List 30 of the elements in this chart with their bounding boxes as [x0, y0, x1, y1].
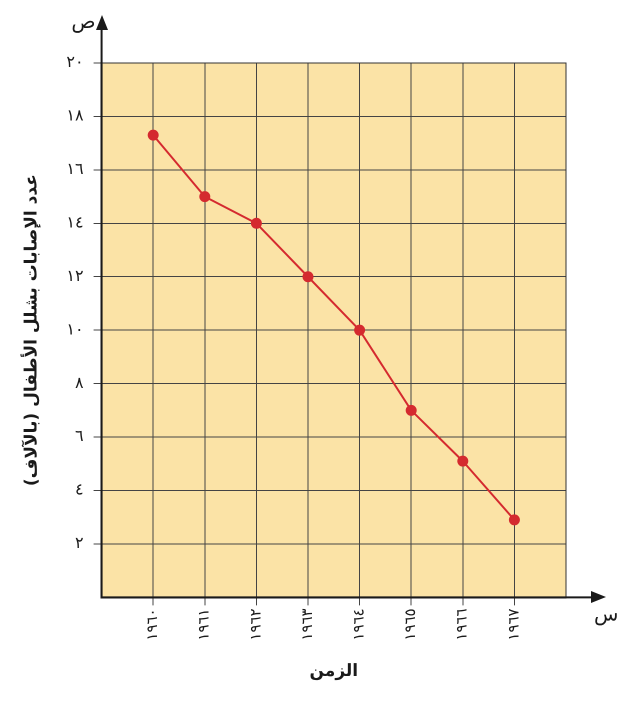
x-tick-label: ١٩٦٣: [298, 608, 316, 641]
point: [148, 130, 159, 141]
point: [250, 218, 262, 229]
x-axis-title: الزمن: [309, 661, 358, 682]
y-tick-label: ٨: [74, 372, 84, 392]
point: [354, 324, 366, 336]
x-tick-label: ١٩٦٦: [452, 608, 471, 641]
x-tick-label: ١٩٦٤: [349, 608, 368, 641]
y-tick-label: ٢٠: [66, 52, 84, 72]
y-tick-label: ١٠: [66, 319, 84, 338]
point: [457, 456, 468, 467]
x-tick-label: ١٩٦٥: [401, 608, 420, 641]
text: ص: [71, 9, 96, 34]
y-axis-title: عدد الإصابات بشلل الأطفال (بالآلاف): [20, 174, 42, 486]
y-tick-label: ١٤: [66, 212, 84, 232]
y-tick-label: ٦: [74, 426, 84, 446]
point: [508, 514, 520, 526]
x-tick-label: ١٩٦٧: [504, 608, 522, 641]
y-tick-label: ١٢: [66, 266, 84, 285]
x-tick-label: ١٩٦١: [194, 608, 213, 641]
y-tick-label: ٤: [74, 480, 84, 499]
x-tick-label: ١٩٦٠: [143, 608, 162, 641]
point: [199, 191, 210, 202]
y-tick-label: ٢: [74, 533, 84, 552]
point: [406, 404, 417, 416]
point: [302, 271, 314, 282]
y-tick-label: ١٦: [66, 159, 84, 178]
text: س: [594, 602, 618, 626]
y-tick-label: ١٨: [66, 106, 84, 125]
x-tick-label: ١٩٦٢: [246, 608, 264, 641]
